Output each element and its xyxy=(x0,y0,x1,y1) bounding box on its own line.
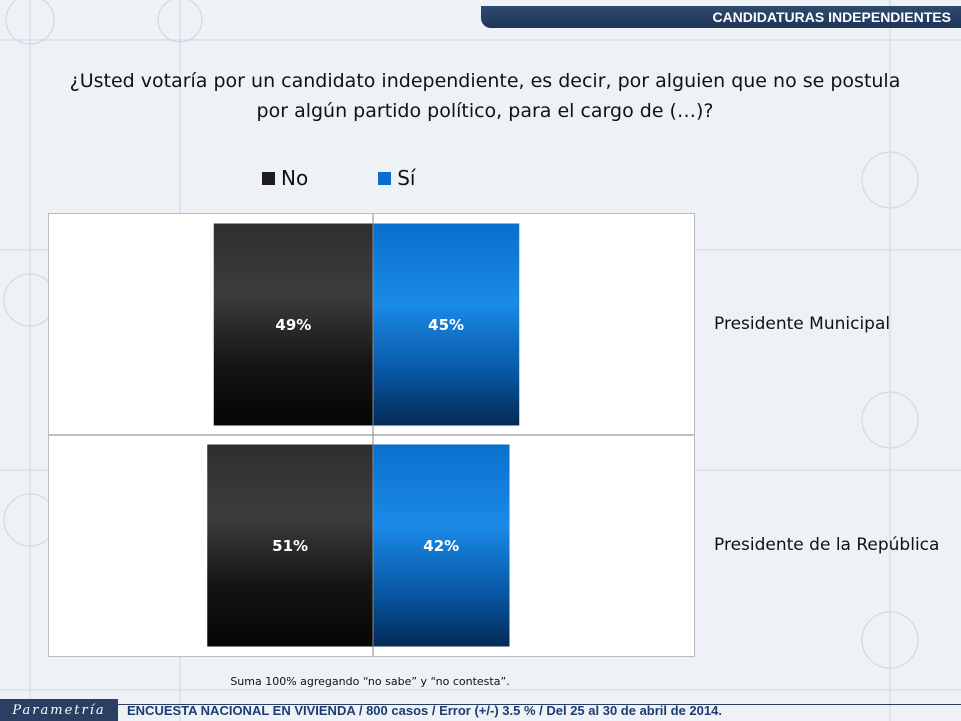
bar-value-label: 45% xyxy=(428,315,465,334)
question-line-1: ¿Usted votaría por un candidato independ… xyxy=(69,70,901,92)
section-title-banner: CANDIDATURAS INDEPENDIENTES xyxy=(481,6,961,28)
category-label: Presidente Municipal xyxy=(714,313,891,334)
survey-methodology-note: ENCUESTA NACIONAL EN VIVIENDA / 800 caso… xyxy=(127,703,722,718)
bar-value-label: 49% xyxy=(275,315,312,334)
chart-footnote: Suma 100% agregando “no sabe” y “no cont… xyxy=(230,675,510,688)
legend-swatch-si xyxy=(378,171,392,185)
legend-label-si: Sí xyxy=(397,166,416,190)
legend-swatch-no xyxy=(262,171,275,185)
legend-label-no: No xyxy=(281,166,309,190)
parametria-logo: Parametría xyxy=(0,699,118,721)
survey-question: ¿Usted votaría por un candidato independ… xyxy=(60,66,910,126)
legend-item-no: No xyxy=(262,166,308,190)
bar-no-1 xyxy=(207,444,373,647)
category-label: Presidente de la República xyxy=(714,534,940,555)
footer-divider xyxy=(118,704,961,705)
chart-svg xyxy=(49,214,694,656)
footer-brand: Parametría xyxy=(12,702,106,718)
bar-si-0 xyxy=(373,223,520,426)
chart-legend: No Sí xyxy=(262,166,415,190)
chart-plot-area: 49% 45% 51% 42% xyxy=(48,213,695,657)
question-line-2: por algún partido político, para el carg… xyxy=(256,100,714,122)
bar-no-0 xyxy=(213,223,373,426)
bar-value-label: 51% xyxy=(272,536,309,555)
bar-si-1 xyxy=(373,444,510,647)
section-title: CANDIDATURAS INDEPENDIENTES xyxy=(712,9,951,25)
legend-item-si: Sí xyxy=(378,166,415,190)
bar-value-label: 42% xyxy=(423,536,460,555)
